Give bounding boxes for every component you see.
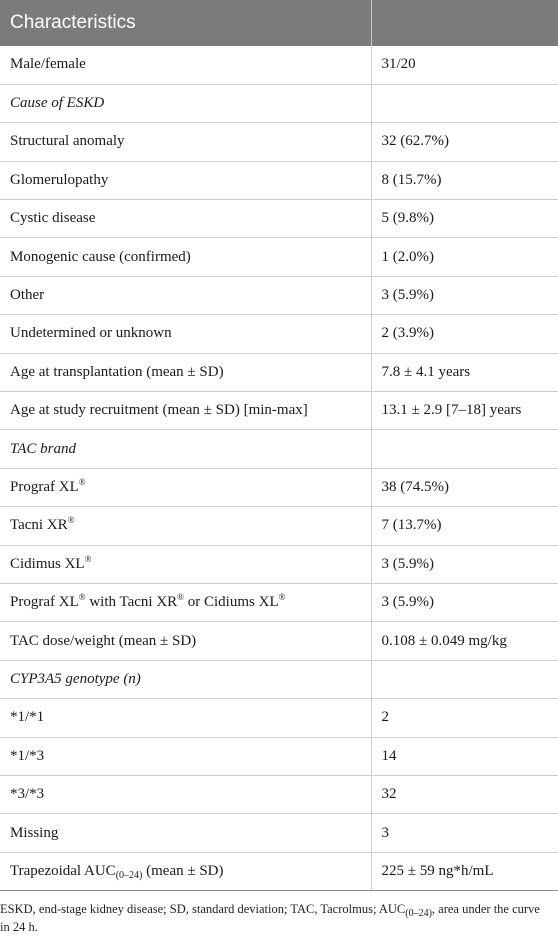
- table-row: Age at transplantation (mean ± SD) 7.8 ±…: [0, 353, 558, 393]
- table-footnote: ESKD, end-stage kidney disease; SD, stan…: [0, 891, 558, 936]
- table-row: *3/*3 32: [0, 775, 558, 815]
- row-label: Other: [0, 276, 371, 316]
- brand-name: Prograf XL: [10, 594, 79, 611]
- row-value: 32: [370, 775, 558, 815]
- row-value: 0.108 ± 0.049 mg/kg: [370, 621, 558, 661]
- table-row: *1/*3 14: [0, 737, 558, 776]
- row-value: 225 ± 59 ng*h/mL: [370, 852, 558, 892]
- brand-name: Prograf XL: [10, 478, 79, 495]
- row-value: 3 (5.9%): [370, 545, 558, 584]
- row-value: 5 (9.8%): [370, 199, 558, 239]
- row-label: Age at study recruitment (mean ± SD) [mi…: [0, 391, 371, 431]
- row-label: Age at transplantation (mean ± SD): [0, 353, 371, 393]
- brand-name: Cidimus XL: [10, 555, 85, 572]
- auc-label: Trapezoidal AUC: [10, 862, 116, 879]
- row-label: Cidimus XL®: [0, 545, 371, 584]
- row-value: [370, 660, 558, 700]
- brand-name: or Cidiums XL: [184, 594, 279, 611]
- characteristics-table: Characteristics Male/female 31/20 Cause …: [0, 0, 558, 892]
- registered-mark: ®: [78, 592, 86, 603]
- registered-mark: ®: [278, 592, 286, 603]
- footnote-text-end: , area under the curve in 24 h.: [0, 902, 540, 935]
- table-row: Prograf XL® 38 (74.5%): [0, 468, 558, 508]
- table-row: Tacni XR® 7 (13.7%): [0, 506, 558, 546]
- section-row-tac-brand: TAC brand: [0, 429, 558, 469]
- footnote-subscript: (0–24): [405, 908, 432, 920]
- row-label: Prograf XL®: [0, 468, 371, 508]
- section-row-cyp3a5: CYP3A5 genotype (n): [0, 660, 558, 700]
- row-label: *1/*1: [0, 698, 371, 738]
- table-row: Undetermined or unknown 2 (3.9%): [0, 314, 558, 354]
- table-row: Other 3 (5.9%): [0, 276, 558, 316]
- row-value: [370, 429, 558, 469]
- row-label: Structural anomaly: [0, 122, 371, 162]
- table-row: Glomerulopathy 8 (15.7%): [0, 161, 558, 201]
- table-row: Missing 3: [0, 813, 558, 853]
- auc-subscript: (0–24): [115, 869, 143, 881]
- table-row: Cidimus XL® 3 (5.9%): [0, 545, 558, 584]
- registered-mark: ®: [67, 515, 75, 526]
- table-header-row: Characteristics: [0, 0, 558, 46]
- row-value: 3 (5.9%): [370, 583, 558, 623]
- row-value: 7.8 ± 4.1 years: [370, 353, 558, 393]
- table-row: Trapezoidal AUC(0–24) (mean ± SD) 225 ± …: [0, 852, 558, 892]
- row-value: 13.1 ± 2.9 [7–18] years: [370, 391, 558, 431]
- section-label: Cause of ESKD: [0, 84, 371, 124]
- table-row: Cystic disease 5 (9.8%): [0, 199, 558, 239]
- table-row: Prograf XL® with Tacni XR® or Cidiums XL…: [0, 583, 558, 623]
- registered-mark: ®: [84, 553, 92, 564]
- row-label: Missing: [0, 813, 371, 853]
- row-value: 2: [370, 698, 558, 738]
- row-label: Tacni XR®: [0, 506, 371, 546]
- table-row: Monogenic cause (confirmed) 1 (2.0%): [0, 237, 558, 277]
- table-row: Structural anomaly 32 (62.7%): [0, 122, 558, 162]
- brand-name: with Tacni XR: [85, 594, 178, 611]
- registered-mark: ®: [78, 476, 86, 487]
- header-value: [370, 0, 558, 46]
- row-value: 32 (62.7%): [370, 122, 558, 162]
- row-value: 2 (3.9%): [370, 314, 558, 354]
- brand-name: Tacni XR: [10, 517, 68, 534]
- header-characteristics: Characteristics: [0, 0, 371, 46]
- table-row: Age at study recruitment (mean ± SD) [mi…: [0, 391, 558, 431]
- footnote-text: ESKD, end-stage kidney disease; SD, stan…: [0, 902, 406, 917]
- auc-label-suffix: (mean ± SD): [142, 862, 224, 879]
- registered-mark: ®: [177, 592, 185, 603]
- row-label: *1/*3: [0, 737, 371, 776]
- row-value: 7 (13.7%): [370, 506, 558, 546]
- row-label: *3/*3: [0, 775, 371, 815]
- row-label: Trapezoidal AUC(0–24) (mean ± SD): [0, 852, 371, 892]
- section-label: TAC brand: [0, 429, 371, 469]
- row-value: 3 (5.9%): [370, 276, 558, 316]
- row-label: Male/female: [0, 46, 371, 85]
- row-value: 3: [370, 813, 558, 853]
- row-label: Glomerulopathy: [0, 161, 371, 201]
- row-label: Undetermined or unknown: [0, 314, 371, 354]
- row-label: Cystic disease: [0, 199, 371, 239]
- row-value: 38 (74.5%): [370, 468, 558, 508]
- row-value: 31/20: [370, 46, 558, 85]
- row-value: [370, 84, 558, 124]
- section-row-cause: Cause of ESKD: [0, 84, 558, 124]
- row-label: Monogenic cause (confirmed): [0, 237, 371, 277]
- table-row: TAC dose/weight (mean ± SD) 0.108 ± 0.04…: [0, 621, 558, 661]
- row-value: 14: [370, 737, 558, 776]
- row-label: TAC dose/weight (mean ± SD): [0, 621, 371, 661]
- row-value: 1 (2.0%): [370, 237, 558, 277]
- table-row: Male/female 31/20: [0, 46, 558, 85]
- row-label: Prograf XL® with Tacni XR® or Cidiums XL…: [0, 583, 371, 623]
- table-row: *1/*1 2: [0, 698, 558, 738]
- section-label: CYP3A5 genotype (n): [0, 660, 371, 700]
- row-value: 8 (15.7%): [370, 161, 558, 201]
